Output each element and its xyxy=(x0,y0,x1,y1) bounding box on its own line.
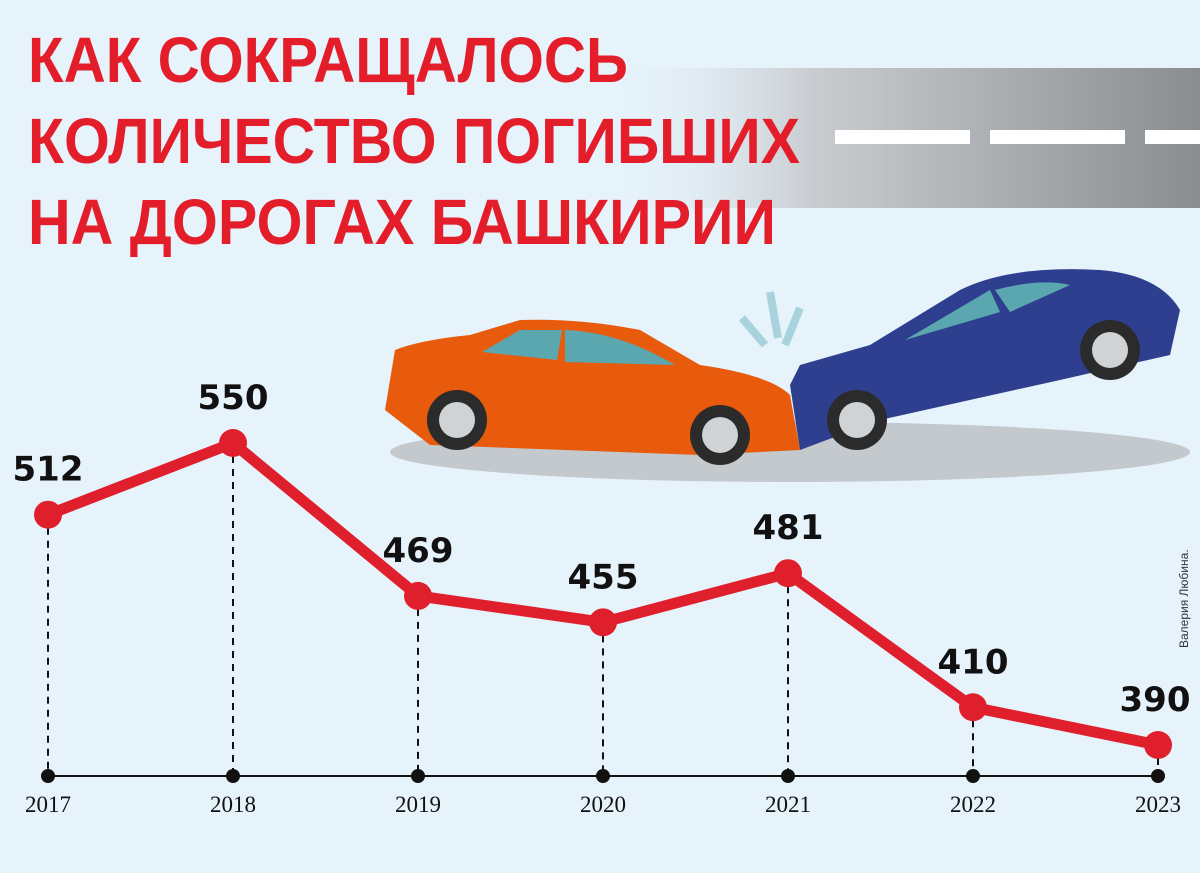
axis-dot xyxy=(226,769,240,783)
x-tick-label: 2017 xyxy=(25,792,71,817)
title-line: КОЛИЧЕСТВО ПОГИБШИХ xyxy=(28,105,800,177)
axis-dot xyxy=(41,769,55,783)
axis-dot xyxy=(411,769,425,783)
point xyxy=(404,581,432,610)
point xyxy=(219,429,247,457)
value-label: 455 xyxy=(568,557,639,597)
cars-illustration xyxy=(385,269,1190,482)
x-tick-label: 2023 xyxy=(1135,792,1181,817)
axis-dot xyxy=(1151,769,1165,783)
value-label: 469 xyxy=(383,531,454,571)
value-label: 550 xyxy=(198,378,269,418)
axis-dot xyxy=(966,769,980,783)
road xyxy=(600,68,1200,208)
point xyxy=(774,559,802,588)
x-tick-label: 2018 xyxy=(210,792,256,817)
title-line: НА ДОРОГАХ БАШКИРИИ xyxy=(28,186,776,258)
axis-dot xyxy=(596,769,610,783)
credit: Валерия Любина. xyxy=(1177,549,1191,648)
value-label: 390 xyxy=(1120,680,1191,720)
x-tick-label: 2022 xyxy=(950,792,996,817)
x-tick-label: 2020 xyxy=(580,792,626,817)
x-tick-label: 2019 xyxy=(395,792,441,817)
point xyxy=(34,500,62,529)
axis-dot xyxy=(781,769,795,783)
point xyxy=(959,693,987,722)
x-tick-label: 2021 xyxy=(765,792,811,817)
value-label: 410 xyxy=(938,642,1009,682)
title: КАК СОКРАЩАЛОСЬ КОЛИЧЕСТВО ПОГИБШИХ НА Д… xyxy=(28,24,800,258)
point xyxy=(1144,731,1172,759)
value-label: 481 xyxy=(753,508,824,548)
point xyxy=(589,608,617,637)
value-label: 512 xyxy=(13,450,84,490)
title-line: КАК СОКРАЩАЛОСЬ xyxy=(28,24,628,96)
